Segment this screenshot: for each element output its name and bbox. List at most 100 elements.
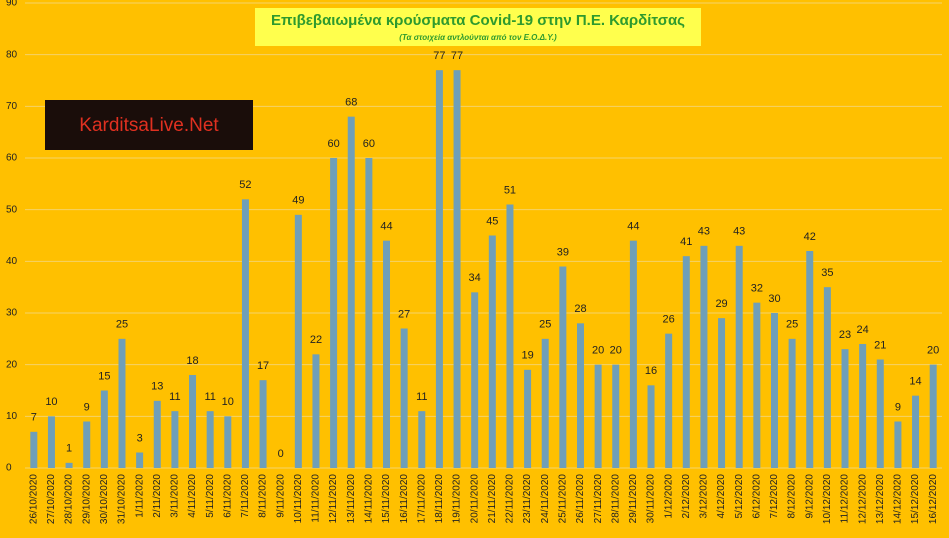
bar	[30, 431, 38, 468]
value-label: 16	[645, 365, 657, 377]
value-label: 77	[433, 50, 445, 62]
value-label: 9	[84, 401, 90, 413]
y-tick-label: 30	[6, 308, 18, 319]
x-tick-label: 27/10/2020	[46, 474, 57, 524]
x-tick-label: 4/11/2020	[187, 474, 198, 518]
value-label: 28	[574, 303, 586, 315]
bar	[718, 318, 726, 468]
value-label: 9	[895, 401, 901, 413]
value-label: 22	[310, 334, 322, 346]
x-tick-label: 13/12/2020	[875, 474, 886, 524]
x-tick-label: 28/11/2020	[610, 474, 621, 524]
bar	[912, 395, 920, 468]
bar	[224, 416, 232, 468]
x-tick-label: 31/10/2020	[117, 474, 128, 524]
value-label: 20	[610, 345, 622, 357]
value-label: 32	[751, 283, 763, 295]
bar	[259, 380, 267, 468]
bar	[100, 390, 108, 468]
x-tick-label: 15/12/2020	[910, 474, 921, 524]
value-label: 15	[98, 370, 110, 382]
y-tick-label: 0	[6, 463, 12, 474]
bar	[665, 333, 673, 468]
value-label: 21	[874, 339, 886, 351]
chart-subtitle: (Τα στοιχεία αντλούνται από τον Ε.Ο.Δ.Υ.…	[399, 33, 557, 42]
y-tick-label: 70	[6, 101, 18, 112]
value-label: 42	[804, 231, 816, 243]
bar	[876, 359, 884, 468]
value-label: 29	[715, 298, 727, 310]
value-label: 25	[116, 319, 128, 331]
value-label: 35	[821, 267, 833, 279]
x-tick-label: 1/11/2020	[134, 474, 145, 518]
y-tick-label: 10	[6, 411, 18, 422]
value-label: 68	[345, 97, 357, 109]
logo: KarditsaLive.Net	[79, 115, 219, 136]
x-tick-label: 21/11/2020	[487, 474, 498, 524]
x-tick-label: 23/11/2020	[522, 474, 533, 524]
bar	[65, 462, 73, 468]
bar	[118, 338, 126, 468]
x-tick-label: 14/12/2020	[893, 474, 904, 524]
bar	[241, 199, 249, 469]
y-tick-label: 50	[6, 204, 18, 215]
x-tick-label: 12/11/2020	[328, 474, 339, 524]
bar	[506, 204, 514, 468]
x-tick-label: 15/11/2020	[381, 474, 392, 524]
bar	[806, 251, 814, 468]
x-tick-label: 25/11/2020	[557, 474, 568, 524]
x-tick-label: 28/10/2020	[64, 474, 75, 524]
value-label: 44	[627, 221, 639, 233]
x-tick-label: 12/12/2020	[857, 474, 868, 524]
x-tick-label: 19/11/2020	[452, 474, 463, 524]
x-tick-label: 30/11/2020	[646, 474, 657, 524]
value-label: 30	[768, 293, 780, 305]
x-tick-label: 2/12/2020	[681, 474, 692, 519]
value-label: 18	[186, 355, 198, 367]
value-label: 10	[222, 396, 234, 408]
x-tick-label: 26/10/2020	[28, 474, 39, 524]
bar	[894, 421, 902, 468]
value-label: 45	[486, 215, 498, 227]
x-tick-label: 14/11/2020	[364, 474, 375, 524]
x-tick-label: 11/12/2020	[840, 474, 851, 524]
x-tick-label: 11/11/2020	[311, 474, 322, 523]
x-tick-label: 6/11/2020	[222, 474, 233, 518]
bar	[700, 245, 708, 468]
bar	[841, 349, 849, 468]
value-label: 23	[839, 329, 851, 341]
value-label: 11	[416, 391, 427, 403]
bar	[189, 375, 197, 468]
value-label: 14	[909, 376, 921, 388]
bar	[823, 287, 831, 468]
x-tick-label: 10/12/2020	[822, 474, 833, 524]
bar	[788, 338, 796, 468]
bar	[753, 302, 761, 468]
bar	[294, 214, 302, 468]
bar	[541, 338, 549, 468]
value-label: 41	[680, 236, 692, 248]
x-tick-label: 27/11/2020	[593, 474, 604, 524]
x-tick-label: 22/11/2020	[505, 474, 516, 524]
bar	[171, 411, 179, 468]
value-label: 77	[451, 50, 463, 62]
value-label: 24	[857, 324, 869, 336]
value-label: 27	[398, 308, 410, 320]
bar	[400, 328, 408, 468]
bar	[612, 364, 620, 468]
x-tick-label: 10/11/2020	[293, 474, 304, 524]
value-label: 25	[539, 319, 551, 331]
bar	[312, 354, 320, 468]
bar	[524, 369, 532, 468]
value-label: 7	[31, 412, 37, 424]
bar	[136, 452, 144, 468]
value-label: 10	[45, 396, 57, 408]
x-tick-label: 8/12/2020	[787, 474, 798, 519]
value-label: 39	[557, 246, 569, 258]
bar	[83, 421, 91, 468]
x-tick-label: 24/11/2020	[540, 474, 551, 524]
x-tick-label: 16/12/2020	[928, 474, 939, 524]
x-tick-label: 8/11/2020	[258, 474, 269, 518]
x-tick-label: 6/12/2020	[751, 474, 762, 519]
